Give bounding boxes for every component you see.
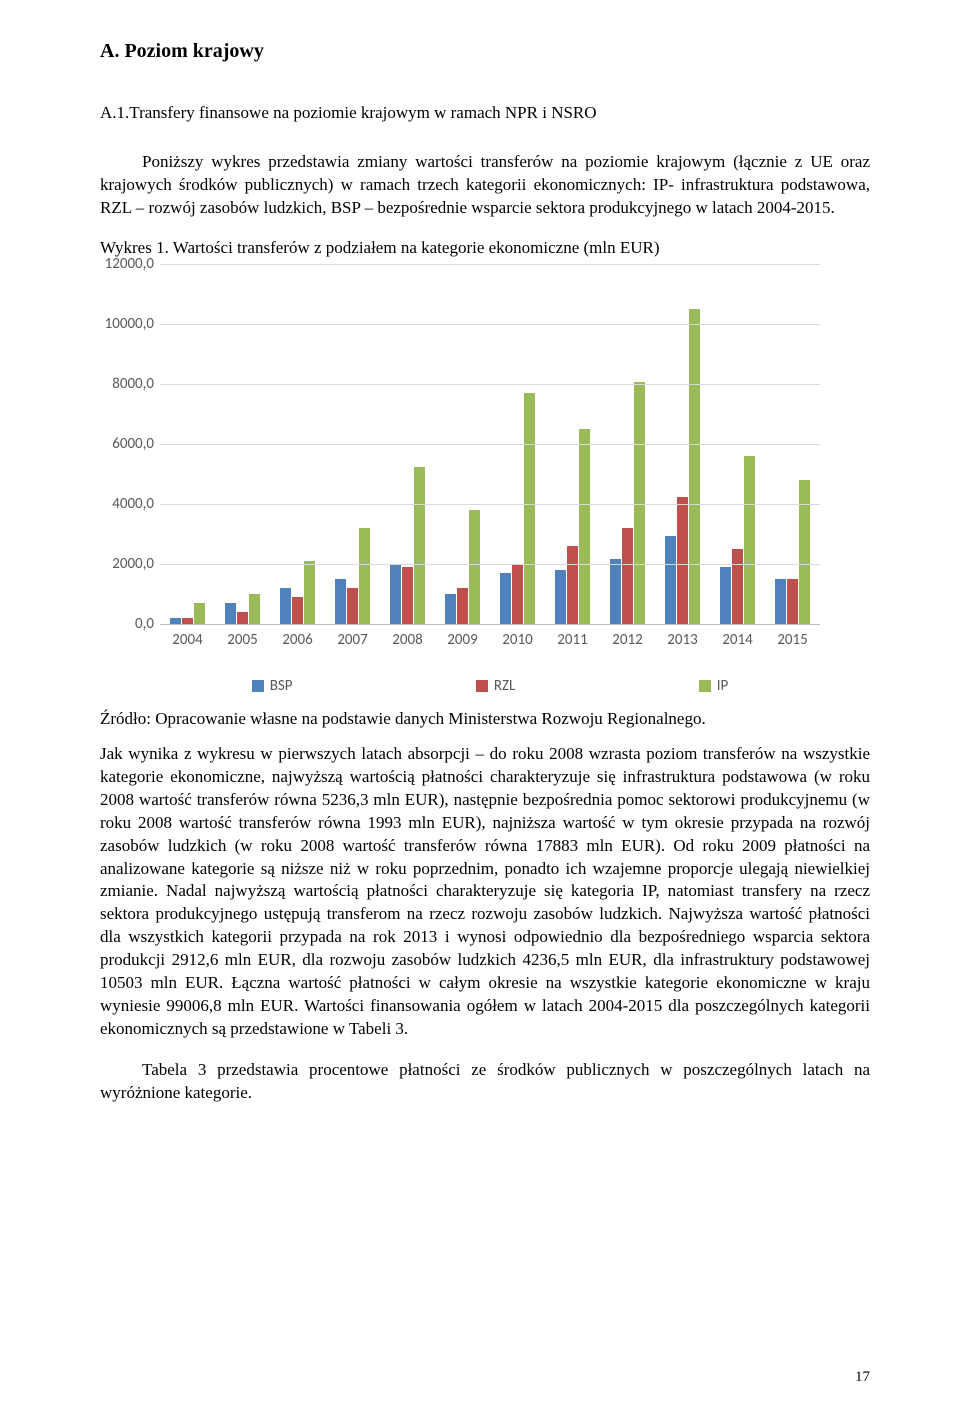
chart-bar xyxy=(237,612,248,624)
chart-bar xyxy=(799,480,810,624)
chart-bar xyxy=(347,588,358,624)
chart-bar xyxy=(732,549,743,624)
chart-bar xyxy=(390,564,401,624)
chart-legend-label: IP xyxy=(717,677,729,695)
chart-bar xyxy=(665,536,676,623)
chart-bar xyxy=(225,603,236,624)
chart-bar xyxy=(194,603,205,624)
page: A. Poziom krajowy A.1.Transfery finansow… xyxy=(0,0,960,1416)
chart-x-tick-label: 2011 xyxy=(545,625,600,649)
chart-bar xyxy=(457,588,468,624)
chart-bar xyxy=(744,456,755,624)
section-heading: A. Poziom krajowy xyxy=(100,40,870,63)
chart-bar xyxy=(500,573,511,624)
chart-gridline xyxy=(160,504,820,505)
chart-legend-item: BSP xyxy=(252,677,293,695)
chart-x-tick-label: 2015 xyxy=(765,625,820,649)
bar-chart: 0,02000,04000,06000,08000,010000,012000,… xyxy=(100,264,820,695)
chart-bar xyxy=(414,467,425,624)
chart-legend-swatch xyxy=(252,680,264,692)
chart-bar xyxy=(622,528,633,624)
chart-legend-swatch xyxy=(699,680,711,692)
chart-gridline xyxy=(160,384,820,385)
chart-bar xyxy=(787,579,798,624)
chart-legend-label: BSP xyxy=(270,677,293,695)
chart-y-tick-label: 2000,0 xyxy=(112,555,154,573)
chart-bar xyxy=(775,579,786,624)
chart-x-tick-label: 2008 xyxy=(380,625,435,649)
chart-bar xyxy=(677,497,688,624)
chart-y-tick-label: 12000,0 xyxy=(105,255,154,273)
chart-x-axis: 2004200520062007200820092010201120122013… xyxy=(160,625,820,649)
chart-gridline xyxy=(160,264,820,265)
chart-bar xyxy=(689,309,700,624)
chart-legend: BSP RZL IP xyxy=(160,677,820,695)
chart-source: Źródło: Opracowanie własne na podstawie … xyxy=(100,709,870,729)
chart-bar xyxy=(555,570,566,624)
chart-x-tick-label: 2004 xyxy=(160,625,215,649)
chart-gridline xyxy=(160,444,820,445)
chart-gridline xyxy=(160,324,820,325)
chart-y-tick-label: 0,0 xyxy=(135,615,154,633)
chart-x-tick-label: 2013 xyxy=(655,625,710,649)
chart-x-tick-label: 2009 xyxy=(435,625,490,649)
chart-bar xyxy=(567,546,578,624)
chart-bar xyxy=(610,559,621,624)
intro-paragraph: Poniższy wykres przedstawia zmiany warto… xyxy=(100,151,870,220)
analysis-paragraph: Jak wynika z wykresu w pierwszych latach… xyxy=(100,743,870,1041)
chart-legend-label: RZL xyxy=(494,677,515,695)
chart-x-tick-label: 2005 xyxy=(215,625,270,649)
chart-gridline xyxy=(160,564,820,565)
page-number: 17 xyxy=(855,1369,870,1386)
chart-bar xyxy=(402,567,413,624)
chart-x-tick-label: 2006 xyxy=(270,625,325,649)
chart-bar xyxy=(359,528,370,624)
chart-bar xyxy=(720,567,731,624)
chart-x-tick-label: 2014 xyxy=(710,625,765,649)
chart-x-tick-label: 2010 xyxy=(490,625,545,649)
chart-y-tick-label: 6000,0 xyxy=(112,435,154,453)
chart-legend-item: IP xyxy=(699,677,729,695)
chart-legend-item: RZL xyxy=(476,677,515,695)
chart-plot-area xyxy=(160,264,820,625)
chart-y-tick-label: 8000,0 xyxy=(112,375,154,393)
chart-x-tick-label: 2007 xyxy=(325,625,380,649)
chart-x-tick-label: 2012 xyxy=(600,625,655,649)
chart-bar xyxy=(579,429,590,624)
chart-bar xyxy=(469,510,480,624)
subsection-heading: A.1.Transfery finansowe na poziomie kraj… xyxy=(100,103,870,123)
chart-bar xyxy=(249,594,260,624)
chart-bar xyxy=(182,618,193,624)
chart-bar xyxy=(170,618,181,624)
chart-y-axis: 0,02000,04000,06000,08000,010000,012000,… xyxy=(100,264,160,624)
chart-y-tick-label: 10000,0 xyxy=(105,315,154,333)
chart-bar xyxy=(292,597,303,624)
chart-bar xyxy=(524,393,535,624)
chart-bar xyxy=(445,594,456,624)
chart-bar xyxy=(335,579,346,624)
closing-paragraph: Tabela 3 przedstawia procentowe płatnośc… xyxy=(100,1059,870,1105)
chart-y-tick-label: 4000,0 xyxy=(112,495,154,513)
chart-bar xyxy=(512,564,523,624)
chart-legend-swatch xyxy=(476,680,488,692)
chart-bar xyxy=(280,588,291,624)
chart-caption: Wykres 1. Wartości transferów z podziałe… xyxy=(100,238,870,258)
chart-bar xyxy=(304,561,315,624)
